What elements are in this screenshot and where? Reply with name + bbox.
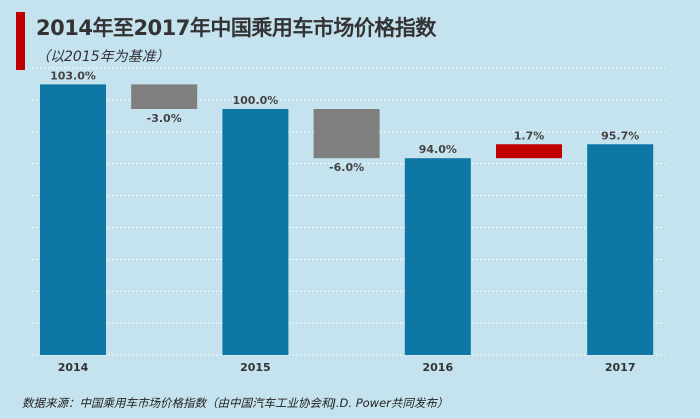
chart-subtitle: （以2015年为基准） (36, 49, 170, 65)
data-label: 100.0% (232, 94, 278, 107)
data-source-note: 数据来源：中国乘用车市场价格指数（由中国汽车工业协会和J.D. Power共同发… (22, 396, 449, 410)
data-label: 95.7% (601, 129, 639, 142)
data-label: 103.0% (50, 69, 96, 82)
total-bar (222, 109, 289, 355)
data-label: 94.0% (419, 143, 457, 156)
total-bar (587, 144, 654, 355)
total-bar (404, 158, 471, 355)
x-tick-label: 2015 (240, 361, 271, 374)
data-label: -6.0% (329, 161, 364, 174)
bars (40, 84, 654, 356)
total-bar (40, 84, 106, 356)
chart-title: 2014年至2017年中国乘用车市场价格指数 (36, 16, 436, 40)
x-axis-ticks: 2014 2015 2016 2017 (58, 361, 636, 374)
gridlines (32, 67, 665, 356)
data-labels: 103.0% -3.0% 100.0% -6.0% 94.0% 1.7% 95.7% (50, 69, 639, 174)
increase-bar (496, 144, 562, 159)
data-label: -3.0% (147, 112, 182, 125)
x-tick-label: 2017 (605, 361, 636, 374)
x-tick-label: 2016 (422, 361, 453, 374)
decrease-bar (131, 84, 198, 109)
title-accent-bar (16, 12, 25, 70)
x-tick-label: 2014 (58, 361, 89, 374)
decrease-bar (313, 109, 380, 159)
data-label: 1.7% (514, 129, 545, 142)
